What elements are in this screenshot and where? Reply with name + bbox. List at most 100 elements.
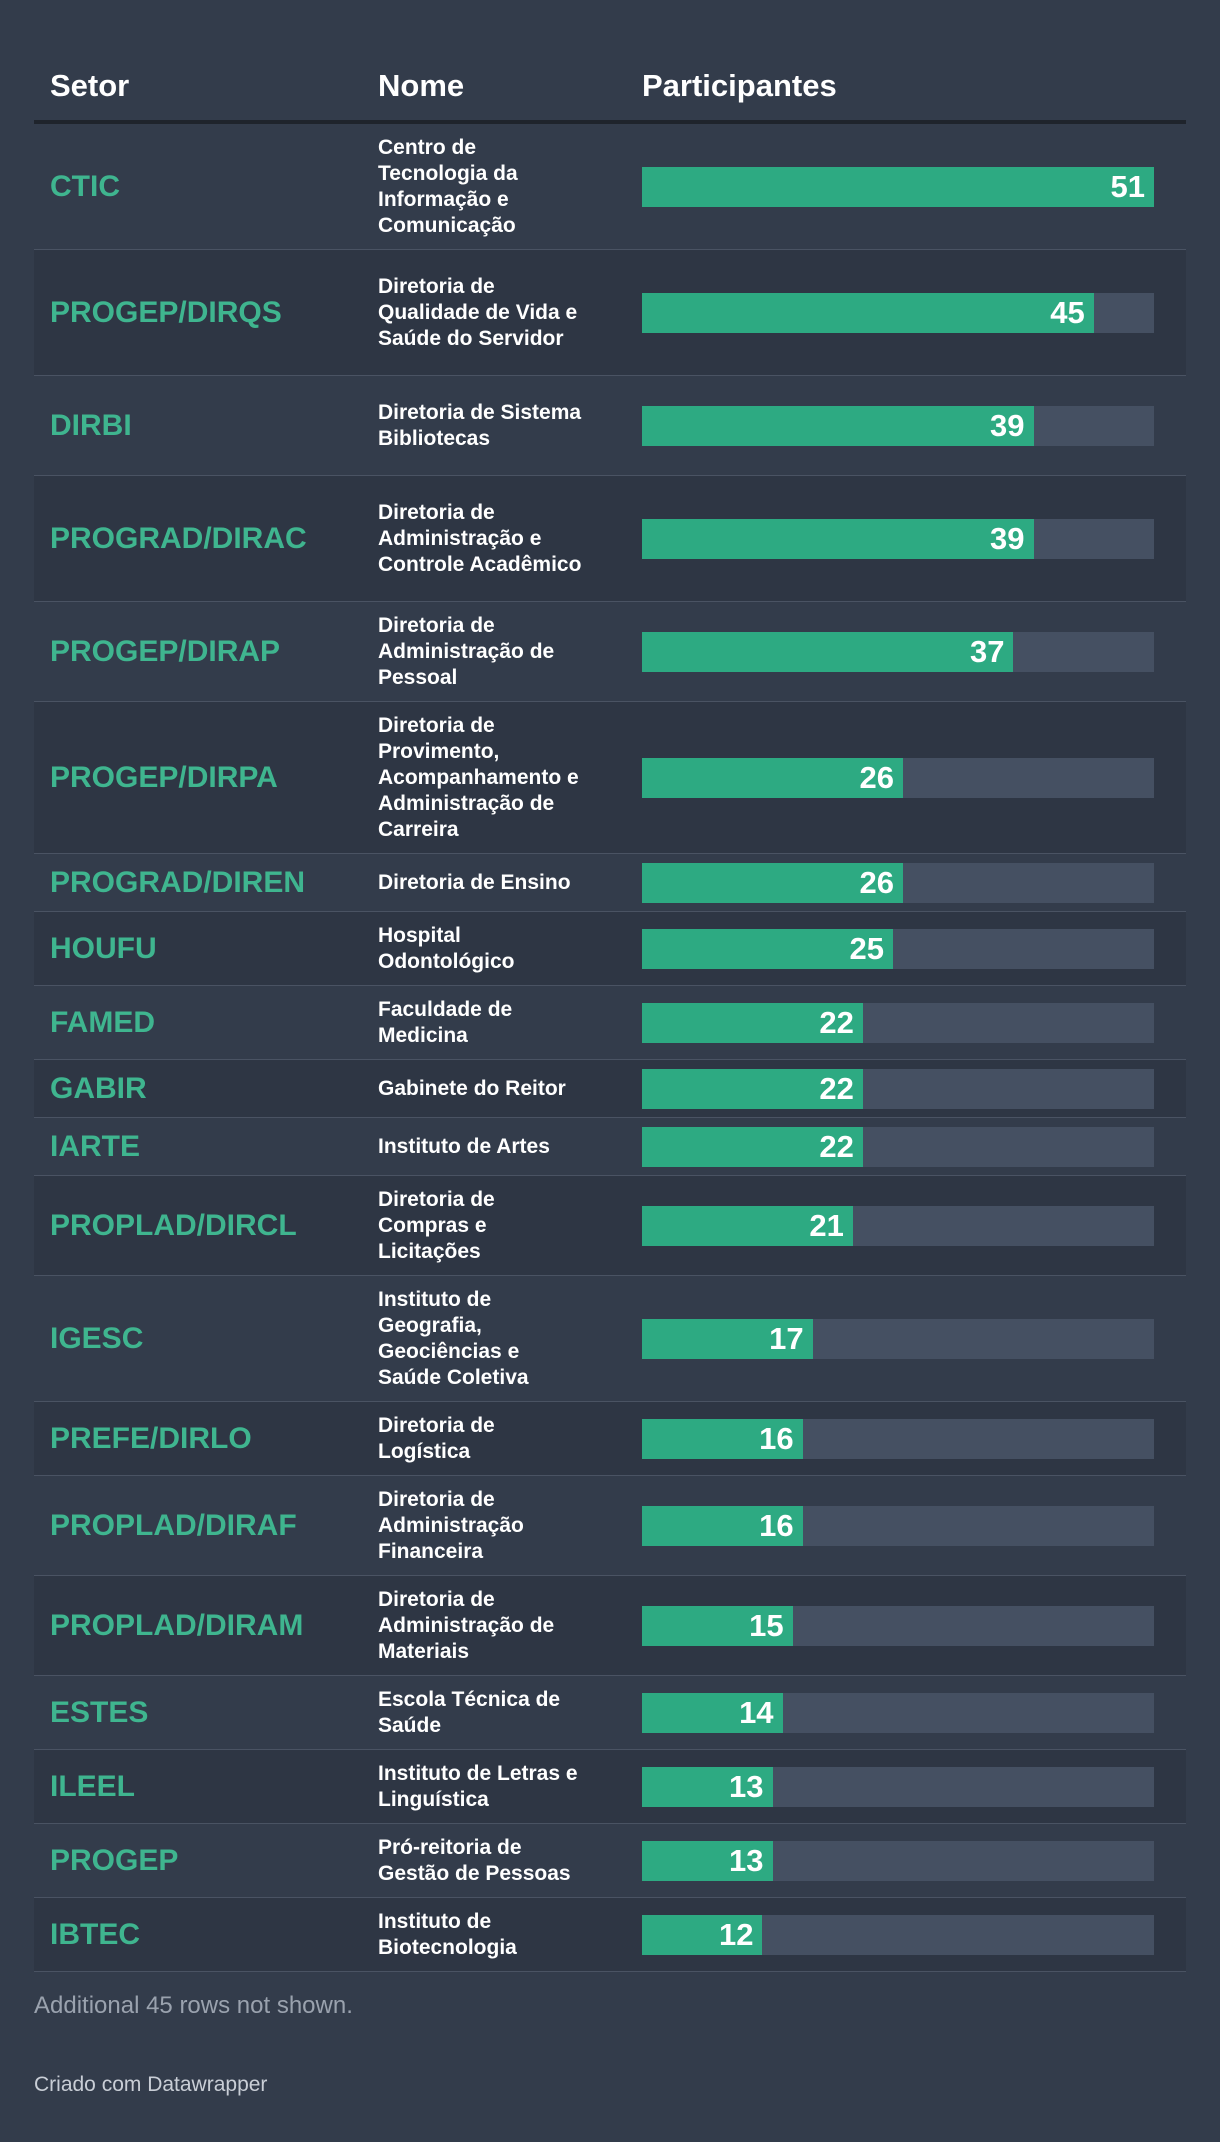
bar: 16 [642, 1505, 803, 1546]
bar-track: 16 [642, 1418, 1154, 1459]
bar-value-label: 25 [849, 930, 884, 966]
setor-cell: PROGEP/DIRPA [50, 760, 278, 794]
bar-track: 51 [642, 166, 1154, 207]
bar-value-label: 22 [819, 1070, 854, 1106]
bar-track: 17 [642, 1318, 1154, 1359]
setor-cell: HOUFU [50, 931, 157, 965]
table-row: PROPLAD/DIRAM Diretoria de Administração … [34, 1576, 1186, 1676]
bar-track: 25 [642, 928, 1154, 969]
bar-value-label: 15 [749, 1607, 784, 1643]
table-row: FAMED Faculdade de Medicina 22 [34, 986, 1186, 1060]
table-row: PROGEP/DIRPA Diretoria de Provimento, Aco… [34, 702, 1186, 854]
table-header: Setor Nome Participantes [34, 0, 1186, 124]
bar: 22 [642, 1068, 863, 1109]
bar-value-label: 51 [1110, 168, 1145, 204]
setor-cell: GABIR [50, 1071, 147, 1105]
setor-cell: PROGEP [50, 1843, 179, 1877]
nome-cell: Diretoria de Ensino [378, 870, 571, 894]
nome-cell: Instituto de Biotecnologia [378, 1909, 517, 1959]
bar-track: 39 [642, 405, 1154, 446]
table-row: PROGEP Pró-reitoria de Gestão de Pessoas 1… [34, 1824, 1186, 1898]
bar-value-label: 14 [739, 1694, 774, 1730]
bar: 13 [642, 1840, 773, 1881]
table-row: IARTE Instituto de Artes 22 [34, 1118, 1186, 1176]
bar: 51 [642, 166, 1154, 207]
bar: 25 [642, 928, 893, 969]
bar: 14 [642, 1692, 783, 1733]
setor-cell: IARTE [50, 1129, 140, 1163]
table-row: DIRBI Diretoria de Sistema Bibliotecas 39 [34, 376, 1186, 476]
bar-value-label: 17 [769, 1320, 804, 1356]
bar: 22 [642, 1002, 863, 1043]
bar: 17 [642, 1318, 813, 1359]
bar-track: 12 [642, 1914, 1154, 1955]
setor-cell: FAMED [50, 1005, 155, 1039]
nome-cell: Diretoria de Administração e Controle Ac… [378, 500, 582, 576]
bar-track: 26 [642, 862, 1154, 903]
setor-cell: PROPLAD/DIRAF [50, 1508, 297, 1542]
bar: 39 [642, 518, 1034, 559]
setor-cell: DIRBI [50, 408, 132, 442]
bar-track: 13 [642, 1840, 1154, 1881]
bar-value-label: 16 [759, 1507, 794, 1543]
bar: 37 [642, 631, 1014, 672]
bar: 22 [642, 1126, 863, 1167]
table-row: IGESC Instituto de Geografia, Geociências… [34, 1276, 1186, 1402]
nome-cell: Centro de Tecnologia da Informação e Com… [378, 135, 518, 237]
bar-value-label: 45 [1050, 294, 1085, 330]
nome-cell: Diretoria de Administração Financeira [378, 1487, 524, 1563]
setor-cell: PREFE/DIRLO [50, 1421, 252, 1455]
bar-track: 21 [642, 1205, 1154, 1246]
setor-cell: PROPLAD/DIRAM [50, 1608, 304, 1642]
nome-cell: Diretoria de Qualidade de Vida e Saúde d… [378, 274, 578, 350]
nome-cell: Diretoria de Sistema Bibliotecas [378, 400, 582, 450]
setor-cell: PROGRAD/DIRAC [50, 521, 307, 555]
nome-cell: Escola Técnica de Saúde [378, 1687, 561, 1737]
bar-value-label: 39 [990, 407, 1025, 443]
bar-track: 13 [642, 1766, 1154, 1807]
bar-track: 37 [642, 631, 1154, 672]
bar-value-label: 26 [859, 759, 895, 795]
nome-cell: Diretoria de Administração de Pessoal [378, 613, 555, 689]
setor-cell: CTIC [50, 169, 120, 203]
bar: 39 [642, 405, 1034, 446]
nome-cell: Diretoria de Compras e Licitações [378, 1187, 495, 1263]
bar-value-label: 37 [969, 633, 1005, 669]
table-row: IBTEC Instituto de Biotecnologia 12 [34, 1898, 1186, 1972]
bar-track: 39 [642, 518, 1154, 559]
bar-value-label: 13 [729, 1768, 764, 1804]
header-participantes[interactable]: Participantes [642, 68, 837, 103]
bar-track: 26 [642, 757, 1154, 798]
table-row: PROGRAD/DIREN Diretoria de Ensino 26 [34, 854, 1186, 912]
setor-cell: IBTEC [50, 1917, 140, 1951]
table-row: PROGEP/DIRQS Diretoria de Qualidade de Vi… [34, 250, 1186, 376]
nome-cell: Diretoria de Logística [378, 1413, 495, 1463]
bar-track: 15 [642, 1605, 1154, 1646]
table-row: PROGEP/DIRAP Diretoria de Administração d… [34, 602, 1186, 702]
bar: 26 [642, 757, 904, 798]
datawrapper-credit[interactable]: Criado com Datawrapper [34, 2073, 268, 2096]
table-row: PROGRAD/DIRAC Diretoria de Administração … [34, 476, 1186, 602]
bar: 12 [642, 1914, 763, 1955]
setor-cell: ESTES [50, 1695, 149, 1729]
bar-value-label: 22 [819, 1004, 854, 1040]
table-row: PREFE/DIRLO Diretoria de Logística 16 [34, 1402, 1186, 1476]
nome-cell: Diretoria de Administração de Materiais [378, 1587, 555, 1663]
setor-cell: IGESC [50, 1321, 144, 1355]
table-row: PROPLAD/DIRAF Diretoria de Administração … [34, 1476, 1186, 1576]
setor-cell: PROPLAD/DIRCL [50, 1208, 297, 1242]
header-nome[interactable]: Nome [378, 68, 465, 103]
bar-track: 16 [642, 1505, 1154, 1546]
bar-track: 22 [642, 1126, 1154, 1167]
table-row: CTIC Centro de Tecnologia da Informação e… [34, 124, 1186, 250]
bar: 13 [642, 1766, 773, 1807]
bar: 21 [642, 1205, 853, 1246]
table-row: ILEEL Instituto de Letras e Linguística 13 [34, 1750, 1186, 1824]
setor-cell: ILEEL [50, 1769, 136, 1803]
header-setor[interactable]: Setor [50, 68, 130, 103]
rows-not-shown-note: Additional 45 rows not shown. [34, 1992, 353, 2019]
bar-track: 45 [642, 292, 1154, 333]
table-row: HOUFU Hospital Odontológico 25 [34, 912, 1186, 986]
setor-cell: PROGEP/DIRAP [50, 634, 281, 668]
nome-cell: Diretoria de Provimento, Acompanhamento … [378, 713, 579, 841]
